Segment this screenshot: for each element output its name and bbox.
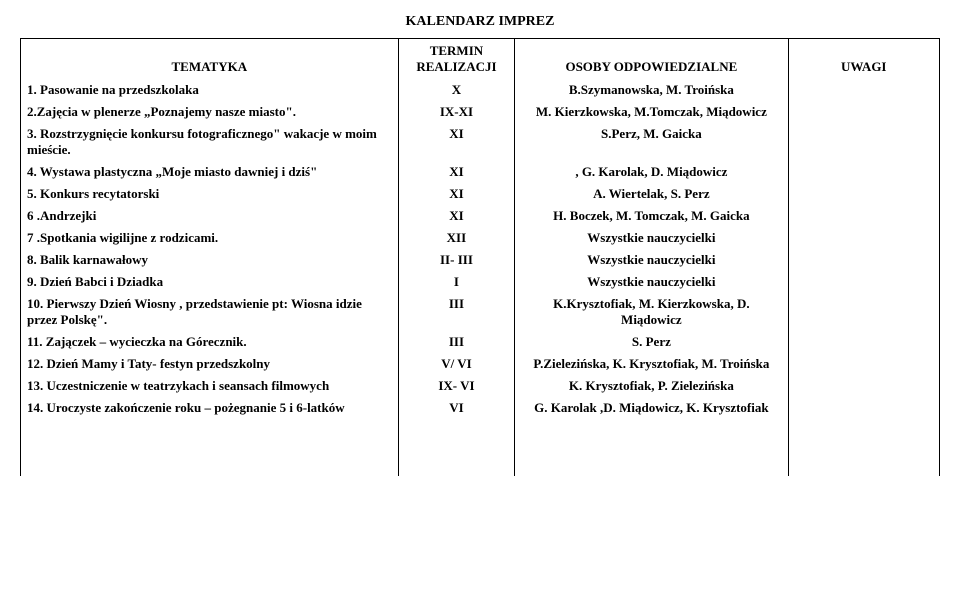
cell-term: XI xyxy=(398,205,515,227)
cell-topic: 5. Konkurs recytatorski xyxy=(21,183,399,205)
table-row: 10. Pierwszy Dzień Wiosny , przedstawien… xyxy=(21,293,940,331)
cell-topic: 3. Rozstrzygnięcie konkursu fotograficzn… xyxy=(21,123,399,161)
cell-term: VI xyxy=(398,397,515,476)
cell-topic: 14. Uroczyste zakończenie roku – pożegna… xyxy=(21,397,399,476)
table-row: 14. Uroczyste zakończenie roku – pożegna… xyxy=(21,397,940,476)
cell-notes xyxy=(788,205,940,227)
header-term-label-1: TERMIN xyxy=(430,43,483,58)
cell-topic: 10. Pierwszy Dzień Wiosny , przedstawien… xyxy=(21,293,399,331)
cell-people: A. Wiertelak, S. Perz xyxy=(515,183,788,205)
header-people-label: OSOBY ODPOWIEDZIALNE xyxy=(565,59,737,74)
cell-notes xyxy=(788,123,940,161)
cell-term: II- III xyxy=(398,249,515,271)
cell-notes xyxy=(788,183,940,205)
cell-notes xyxy=(788,353,940,375)
cell-people: P.Zielezińska, K. Krysztofiak, M. Troińs… xyxy=(515,353,788,375)
table-row: 8. Balik karnawałowyII- IIIWszystkie nau… xyxy=(21,249,940,271)
cell-people: Wszystkie nauczycielki xyxy=(515,227,788,249)
cell-notes xyxy=(788,331,940,353)
page-title: KALENDARZ IMPREZ xyxy=(20,14,940,30)
cell-topic: 1. Pasowanie na przedszkolaka xyxy=(21,79,399,101)
cell-term: IX- VI xyxy=(398,375,515,397)
cell-notes xyxy=(788,79,940,101)
table-row: 7 .Spotkania wigilijne z rodzicami.XIIWs… xyxy=(21,227,940,249)
cell-people: K.Krysztofiak, M. Kierzkowska, D. Miądow… xyxy=(515,293,788,331)
cell-term: XI xyxy=(398,183,515,205)
cell-topic: 7 .Spotkania wigilijne z rodzicami. xyxy=(21,227,399,249)
cell-topic: 2.Zajęcia w plenerze „Poznajemy nasze mi… xyxy=(21,101,399,123)
cell-notes xyxy=(788,293,940,331)
cell-term: XI xyxy=(398,123,515,161)
cell-people: H. Boczek, M. Tomczak, M. Gaicka xyxy=(515,205,788,227)
cell-topic: 9. Dzień Babci i Dziadka xyxy=(21,271,399,293)
cell-notes xyxy=(788,101,940,123)
header-notes-label: UWAGI xyxy=(841,59,887,74)
cell-topic: 11. Zajączek – wycieczka na Górecznik. xyxy=(21,331,399,353)
table-row: 5. Konkurs recytatorskiXIA. Wiertelak, S… xyxy=(21,183,940,205)
cell-notes xyxy=(788,397,940,476)
cell-term: I xyxy=(398,271,515,293)
cell-notes xyxy=(788,227,940,249)
cell-notes xyxy=(788,249,940,271)
events-table: TEMATYKA TERMIN REALIZACJI OSOBY ODPOWIE… xyxy=(20,38,940,476)
header-topic: TEMATYKA xyxy=(21,39,399,80)
cell-people: M. Kierzkowska, M.Tomczak, Miądowicz xyxy=(515,101,788,123)
table-header-row: TEMATYKA TERMIN REALIZACJI OSOBY ODPOWIE… xyxy=(21,39,940,80)
table-row: 11. Zajączek – wycieczka na Górecznik.II… xyxy=(21,331,940,353)
cell-people: S. Perz xyxy=(515,331,788,353)
cell-topic: 13. Uczestniczenie w teatrzykach i seans… xyxy=(21,375,399,397)
cell-topic: 8. Balik karnawałowy xyxy=(21,249,399,271)
table-row: 3. Rozstrzygnięcie konkursu fotograficzn… xyxy=(21,123,940,161)
cell-topic: 4. Wystawa plastyczna „Moje miasto dawni… xyxy=(21,161,399,183)
cell-people: Wszystkie nauczycielki xyxy=(515,249,788,271)
cell-notes xyxy=(788,161,940,183)
cell-people: Wszystkie nauczycielki xyxy=(515,271,788,293)
cell-term: III xyxy=(398,293,515,331)
cell-topic: 12. Dzień Mamy i Taty- festyn przedszkol… xyxy=(21,353,399,375)
cell-term: XI xyxy=(398,161,515,183)
cell-topic: 6 .Andrzejki xyxy=(21,205,399,227)
cell-notes xyxy=(788,375,940,397)
cell-people: B.Szymanowska, M. Troińska xyxy=(515,79,788,101)
header-notes: UWAGI xyxy=(788,39,940,80)
cell-people: G. Karolak ,D. Miądowicz, K. Krysztofiak xyxy=(515,397,788,476)
table-row: 1. Pasowanie na przedszkolakaXB.Szymanow… xyxy=(21,79,940,101)
cell-people: S.Perz, M. Gaicka xyxy=(515,123,788,161)
cell-term: IX-XI xyxy=(398,101,515,123)
header-term-label-2: REALIZACJI xyxy=(416,59,496,74)
cell-term: X xyxy=(398,79,515,101)
cell-term: V/ VI xyxy=(398,353,515,375)
cell-notes xyxy=(788,271,940,293)
header-people: OSOBY ODPOWIEDZIALNE xyxy=(515,39,788,80)
table-row: 13. Uczestniczenie w teatrzykach i seans… xyxy=(21,375,940,397)
cell-people: K. Krysztofiak, P. Zielezińska xyxy=(515,375,788,397)
table-row: 9. Dzień Babci i DziadkaIWszystkie naucz… xyxy=(21,271,940,293)
cell-term: III xyxy=(398,331,515,353)
cell-term: XII xyxy=(398,227,515,249)
header-term: TERMIN REALIZACJI xyxy=(398,39,515,80)
table-row: 12. Dzień Mamy i Taty- festyn przedszkol… xyxy=(21,353,940,375)
table-row: 6 .AndrzejkiXIH. Boczek, M. Tomczak, M. … xyxy=(21,205,940,227)
table-row: 4. Wystawa plastyczna „Moje miasto dawni… xyxy=(21,161,940,183)
cell-people: , G. Karolak, D. Miądowicz xyxy=(515,161,788,183)
header-topic-label: TEMATYKA xyxy=(172,59,248,74)
table-row: 2.Zajęcia w plenerze „Poznajemy nasze mi… xyxy=(21,101,940,123)
